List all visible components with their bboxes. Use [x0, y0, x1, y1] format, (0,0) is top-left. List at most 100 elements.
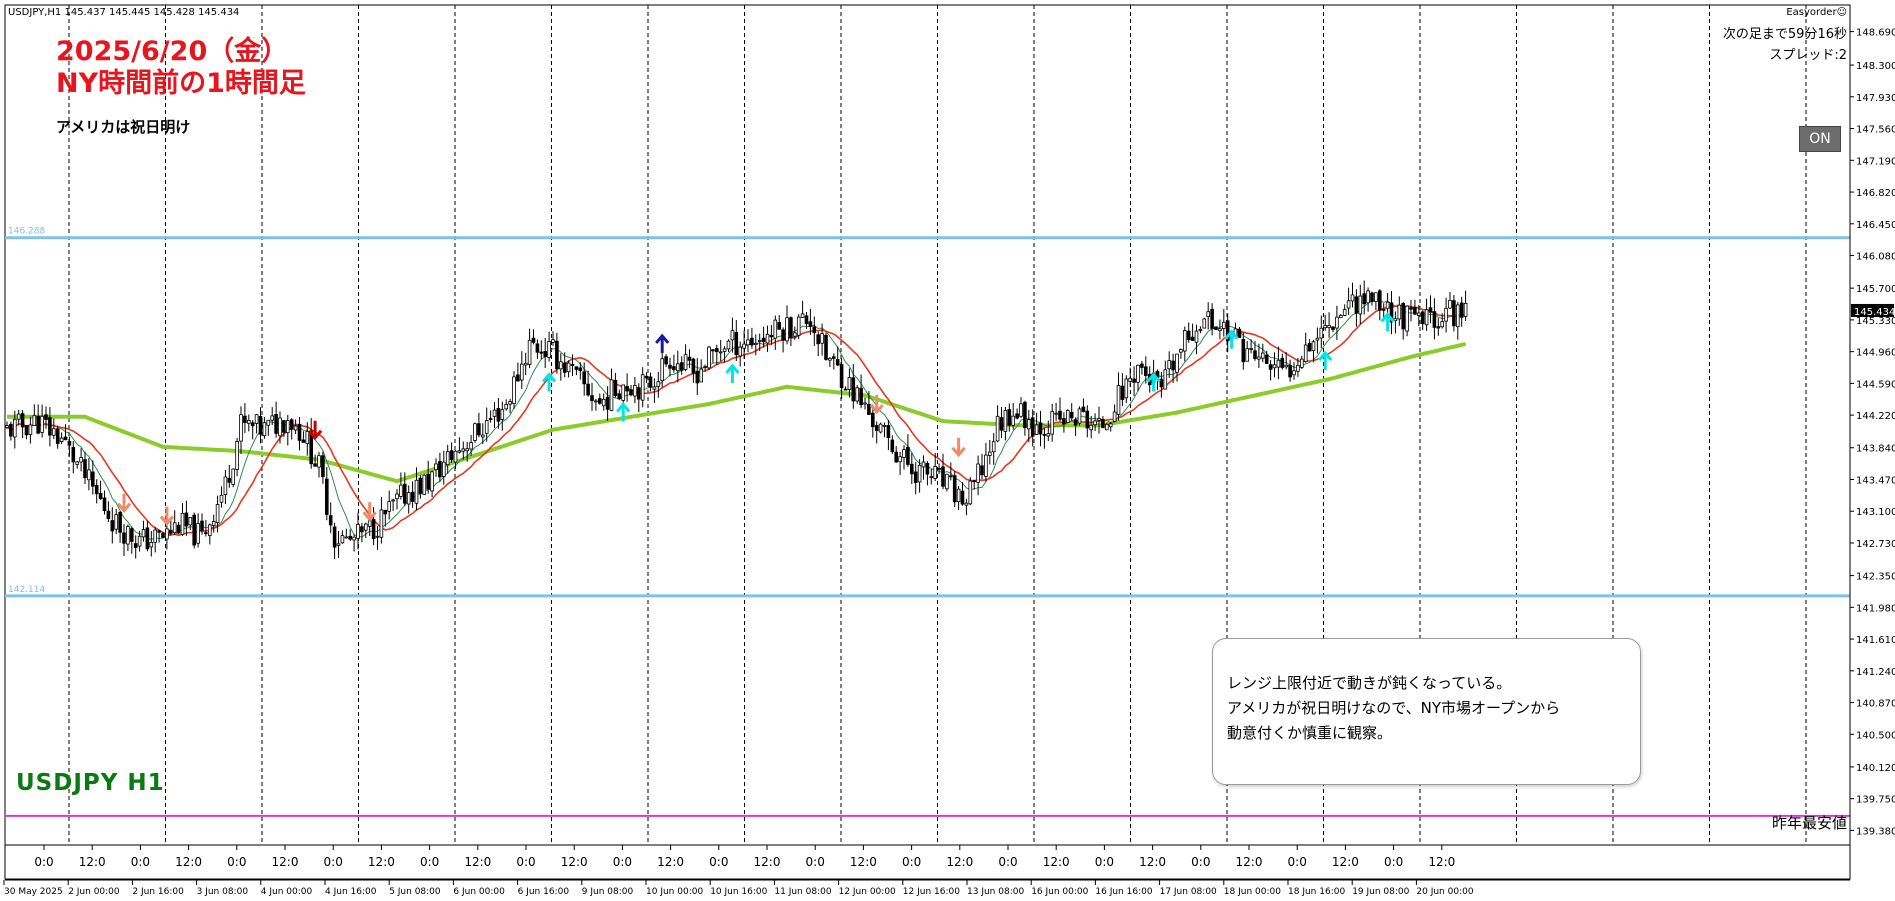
candle-body — [816, 334, 820, 345]
candle-body — [9, 423, 13, 437]
candle-body — [929, 476, 934, 478]
candle-body — [52, 428, 56, 436]
candle-body — [1335, 316, 1339, 329]
candle-body — [1401, 303, 1406, 330]
x-tick-label: 0:0 — [324, 855, 343, 869]
holiday-note: アメリカは祝日明け — [56, 118, 191, 136]
candle-body — [126, 526, 130, 545]
x-tick-label: 0:0 — [420, 855, 439, 869]
candle-body — [1311, 341, 1316, 351]
candle-body — [898, 456, 902, 463]
candle-body — [761, 337, 766, 343]
level-value: 142.114 — [8, 585, 45, 595]
candle-body — [765, 333, 770, 344]
candle-body — [1284, 364, 1289, 368]
candle-body — [1132, 378, 1136, 383]
candle-body — [1420, 311, 1425, 325]
chart-header-info: USDJPY,H1 145.437 145.445 145.428 145.43… — [8, 7, 240, 18]
candle-body — [808, 321, 813, 327]
candle-body — [410, 491, 415, 502]
buy-arrow-icon — [1224, 329, 1239, 349]
candle-body — [886, 425, 891, 439]
candle-body — [812, 326, 817, 334]
y-tick-label: 143.840 — [1856, 444, 1895, 455]
buy-arrow-icon — [1318, 350, 1333, 371]
candle-body — [414, 479, 419, 504]
sell-arrow-icon — [159, 506, 175, 526]
candle-body — [1073, 419, 1078, 426]
arrow-head — [725, 363, 740, 374]
on-button[interactable]: ON — [1799, 126, 1841, 152]
x-date-label: 6 Jun 16:00 — [518, 887, 570, 897]
candle-body — [835, 359, 840, 366]
candle-body — [1081, 406, 1086, 412]
candle-body — [937, 468, 941, 470]
candle-body — [180, 512, 185, 535]
candle-body — [956, 488, 961, 503]
candle-body — [1101, 419, 1105, 429]
candle-body — [796, 316, 801, 336]
yearly-low-label: 昨年最安値 — [1771, 814, 1847, 832]
candle-body — [535, 343, 540, 353]
y-tick-label: 141.610 — [1856, 635, 1895, 646]
candle-body — [418, 477, 423, 494]
candle-body — [1167, 360, 1172, 370]
x-date-label: 17 Jun 08:00 — [1160, 887, 1217, 897]
candle-body — [773, 319, 778, 339]
candle-body — [1030, 417, 1035, 437]
candle-body — [668, 364, 672, 369]
candle-body — [1171, 360, 1175, 371]
candle-body — [1054, 412, 1058, 415]
candle-body — [750, 337, 754, 346]
candle-body — [601, 398, 606, 407]
candle-body — [1272, 364, 1277, 369]
candle-body — [1128, 377, 1133, 382]
candle-body — [917, 464, 922, 483]
x-tick-label: 12:0 — [1332, 855, 1359, 869]
arrow-head — [116, 502, 132, 513]
candle-body — [465, 448, 469, 452]
candle-body — [1206, 311, 1211, 318]
candle-body — [1319, 327, 1324, 339]
candle-body — [1108, 423, 1113, 428]
candle-body — [309, 430, 313, 465]
candle-body — [48, 417, 52, 436]
y-tick-label: 145.330 — [1856, 316, 1895, 327]
candle-body — [828, 357, 832, 361]
candle-body — [847, 377, 852, 390]
candle-body — [1085, 410, 1090, 429]
title-date: 2025/6/20（金） — [56, 36, 289, 67]
signal-arrows — [116, 312, 1395, 526]
candle-body — [313, 463, 317, 467]
candle-body — [1327, 325, 1331, 328]
candle-body — [590, 395, 594, 402]
candle-body — [1448, 299, 1452, 309]
candle-body — [402, 483, 407, 504]
x-date-label: 12 Jun 00:00 — [839, 887, 896, 897]
candle-body — [578, 367, 583, 372]
candle-body — [36, 415, 40, 434]
x-date-label: 20 Jun 00:00 — [1416, 887, 1473, 897]
candle-body — [1413, 306, 1417, 315]
candle-body — [1389, 302, 1394, 323]
candle-body — [945, 473, 949, 490]
candle-body — [367, 520, 372, 527]
candle-body — [964, 502, 969, 506]
candle-body — [874, 425, 879, 431]
candle-body — [1186, 330, 1191, 341]
candle-body — [1179, 348, 1183, 353]
candle-body — [648, 376, 653, 388]
candle-body — [1175, 353, 1179, 373]
candle-body — [1370, 292, 1374, 302]
candle-body — [1249, 348, 1253, 350]
candle-body — [20, 413, 25, 428]
candle-body — [984, 454, 988, 477]
candle-body — [1397, 304, 1402, 320]
candle-body — [141, 529, 146, 538]
candle-body — [863, 402, 867, 405]
spread-label: スプレッド:2 — [1769, 48, 1847, 63]
x-tick-label: 12:0 — [754, 855, 781, 869]
x-tick-label: 12:0 — [1043, 855, 1070, 869]
candle-body — [793, 332, 797, 337]
x-tick-label: 0:0 — [709, 855, 728, 869]
